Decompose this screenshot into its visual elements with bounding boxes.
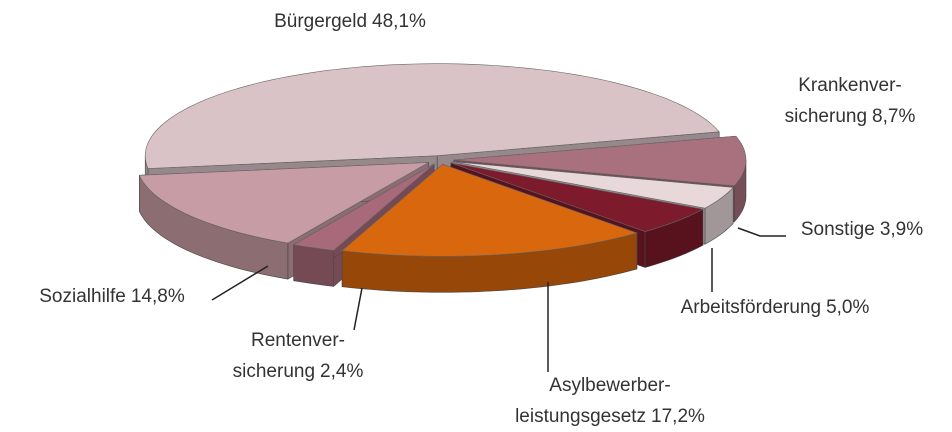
slice: [453, 135, 747, 187]
data-label: Arbeitsförderung 5,0%: [681, 297, 870, 318]
data-label: Asylbewerber-: [549, 375, 670, 396]
slice: [452, 161, 734, 209]
category-label: sicherung: [233, 361, 315, 382]
category-label: Krankenver-: [798, 75, 902, 96]
data-label: Krankenver-: [798, 75, 902, 96]
category-label: Sonstige: [801, 219, 875, 240]
category-label: leistungsgesetz: [515, 406, 646, 427]
category-label: Rentenver-: [251, 330, 345, 351]
leader-line: [211, 265, 269, 301]
leader-line: [737, 227, 786, 237]
category-label: sicherung: [785, 106, 867, 127]
slice-side-shade: [293, 244, 334, 287]
slice: [144, 63, 720, 169]
slice-side-shade: [139, 175, 288, 280]
slice: [138, 162, 429, 244]
value-label: 8,7%: [872, 106, 915, 127]
slice-side-shade: [734, 160, 746, 222]
slice: [450, 162, 704, 232]
leader-line: [353, 287, 363, 331]
data-label: Sonstige 3,9%: [801, 219, 923, 240]
data-label: Bürgergeld 48,1%: [274, 11, 426, 32]
value-label: 3,9%: [880, 219, 923, 240]
data-label: leistungsgesetz 17,2%: [515, 406, 705, 427]
value-label: 5,0%: [826, 297, 869, 318]
data-label: sicherung 2,4%: [233, 361, 364, 382]
value-label: 2,4%: [320, 361, 363, 382]
category-label: Sozialhilfe: [39, 286, 126, 307]
slice-side-shade: [645, 209, 703, 268]
data-label: sicherung 8,7%: [785, 106, 916, 127]
slice: [292, 163, 435, 251]
slice-side-shade: [342, 233, 637, 293]
value-label: 48,1%: [372, 11, 426, 32]
slice: [341, 163, 638, 257]
value-label: 17,2%: [651, 406, 705, 427]
category-label: Arbeitsförderung: [681, 297, 821, 318]
slice-side-shade: [705, 187, 734, 245]
category-label: Bürgergeld: [274, 11, 367, 32]
value-label: 14,8%: [131, 286, 185, 307]
data-label: Rentenver-: [251, 330, 345, 351]
data-label: Sozialhilfe 14,8%: [39, 286, 185, 307]
category-label: Asylbewerber-: [549, 375, 670, 396]
